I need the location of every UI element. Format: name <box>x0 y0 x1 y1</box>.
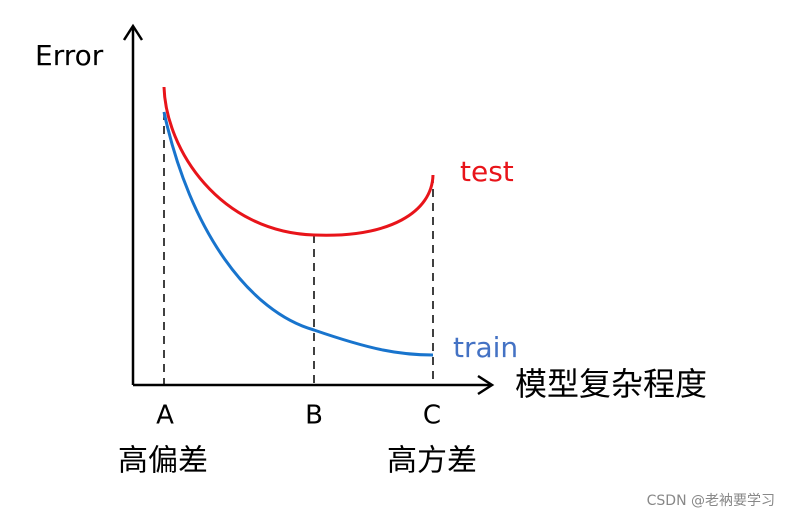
train-label: train <box>453 331 518 364</box>
point-label: C <box>423 401 441 431</box>
test-label: test <box>460 155 514 188</box>
point-label: B <box>305 401 323 431</box>
point-description: 高偏差 <box>118 444 208 479</box>
train-curve <box>162 111 434 357</box>
x-axis-arrow <box>477 374 495 396</box>
y-axis-arrow <box>122 23 144 41</box>
watermark: CSDN @老衲要学习 <box>647 493 775 509</box>
test-curve <box>162 86 435 237</box>
point-description: 高方差 <box>387 444 477 479</box>
x-axis-label: 模型复杂程度 <box>515 365 707 403</box>
point-label: A <box>156 401 174 431</box>
y-axis-label: Error <box>35 39 104 72</box>
